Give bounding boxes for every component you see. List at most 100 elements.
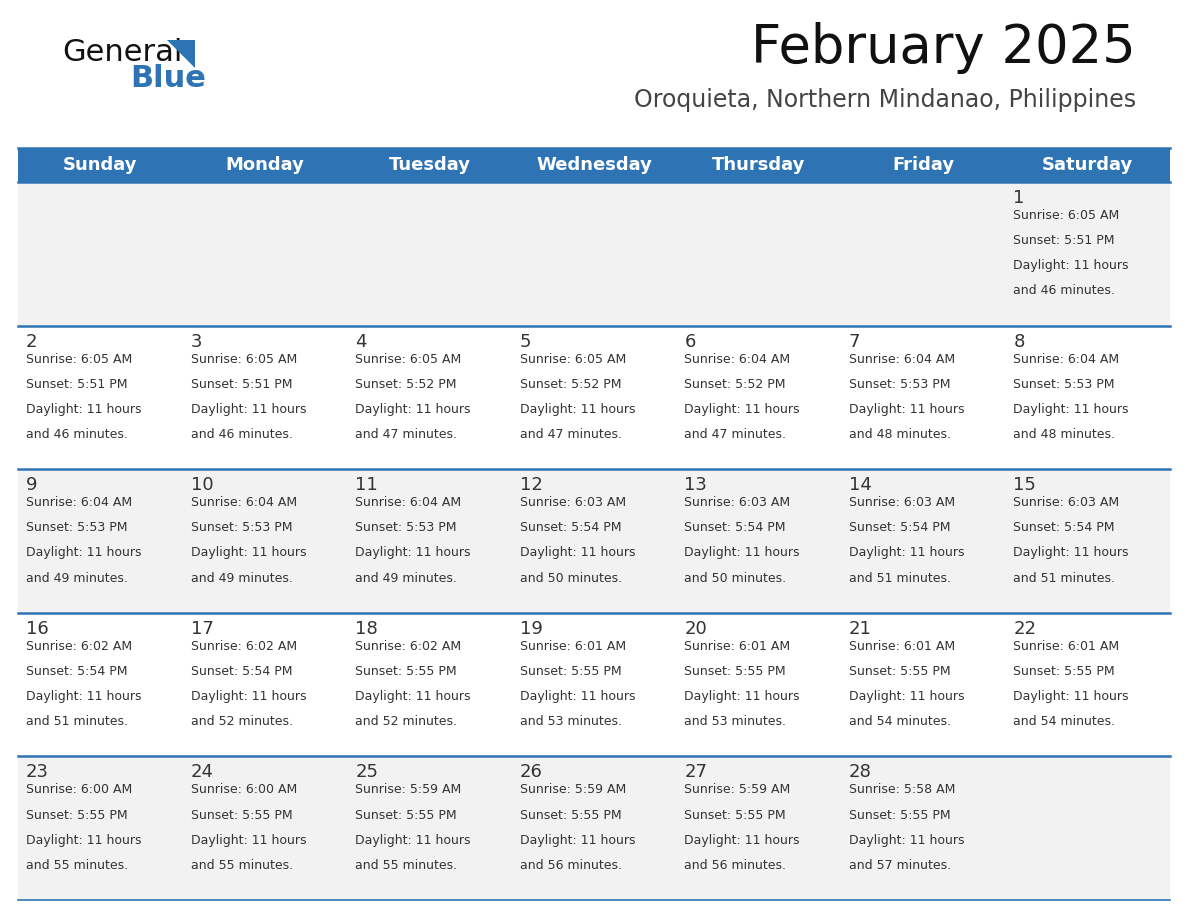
Text: and 46 minutes.: and 46 minutes.	[1013, 285, 1116, 297]
Text: 6: 6	[684, 332, 696, 351]
Text: Daylight: 11 hours: Daylight: 11 hours	[26, 546, 141, 559]
Text: Sunrise: 5:58 AM: Sunrise: 5:58 AM	[849, 783, 955, 797]
Text: Daylight: 11 hours: Daylight: 11 hours	[26, 403, 141, 416]
Text: 2: 2	[26, 332, 38, 351]
Text: Thursday: Thursday	[712, 156, 805, 174]
Text: Sunset: 5:54 PM: Sunset: 5:54 PM	[190, 665, 292, 677]
Text: Sunrise: 6:01 AM: Sunrise: 6:01 AM	[1013, 640, 1119, 653]
Text: Daylight: 11 hours: Daylight: 11 hours	[190, 690, 307, 703]
Text: Sunset: 5:52 PM: Sunset: 5:52 PM	[684, 377, 785, 391]
Text: Sunrise: 5:59 AM: Sunrise: 5:59 AM	[684, 783, 790, 797]
Text: 19: 19	[519, 620, 543, 638]
Text: Sunrise: 6:02 AM: Sunrise: 6:02 AM	[26, 640, 132, 653]
Text: and 47 minutes.: and 47 minutes.	[519, 428, 621, 441]
Text: 11: 11	[355, 476, 378, 494]
Bar	[18, 182, 1170, 326]
Text: and 47 minutes.: and 47 minutes.	[355, 428, 457, 441]
Text: and 50 minutes.: and 50 minutes.	[684, 572, 786, 585]
Text: Sunrise: 6:05 AM: Sunrise: 6:05 AM	[190, 353, 297, 365]
Text: Sunrise: 6:00 AM: Sunrise: 6:00 AM	[190, 783, 297, 797]
Text: and 49 minutes.: and 49 minutes.	[26, 572, 128, 585]
Text: 3: 3	[190, 332, 202, 351]
Text: Sunrise: 6:03 AM: Sunrise: 6:03 AM	[849, 497, 955, 509]
Text: and 47 minutes.: and 47 minutes.	[684, 428, 786, 441]
Text: 4: 4	[355, 332, 367, 351]
Text: Sunset: 5:54 PM: Sunset: 5:54 PM	[26, 665, 127, 677]
Text: and 46 minutes.: and 46 minutes.	[26, 428, 128, 441]
Text: Daylight: 11 hours: Daylight: 11 hours	[1013, 690, 1129, 703]
Text: Monday: Monday	[226, 156, 304, 174]
Text: and 53 minutes.: and 53 minutes.	[519, 715, 621, 728]
Text: Sunset: 5:53 PM: Sunset: 5:53 PM	[1013, 377, 1114, 391]
Text: Sunset: 5:55 PM: Sunset: 5:55 PM	[519, 809, 621, 822]
Text: Saturday: Saturday	[1042, 156, 1133, 174]
Text: Daylight: 11 hours: Daylight: 11 hours	[519, 834, 636, 846]
Text: Sunrise: 6:00 AM: Sunrise: 6:00 AM	[26, 783, 132, 797]
Text: Sunset: 5:53 PM: Sunset: 5:53 PM	[26, 521, 127, 534]
Text: 1: 1	[1013, 189, 1025, 207]
Text: Sunset: 5:53 PM: Sunset: 5:53 PM	[190, 521, 292, 534]
Text: 7: 7	[849, 332, 860, 351]
Text: Sunset: 5:51 PM: Sunset: 5:51 PM	[190, 377, 292, 391]
Text: Sunrise: 6:03 AM: Sunrise: 6:03 AM	[1013, 497, 1119, 509]
Text: Sunrise: 6:04 AM: Sunrise: 6:04 AM	[26, 497, 132, 509]
Text: 21: 21	[849, 620, 872, 638]
Text: Sunrise: 6:04 AM: Sunrise: 6:04 AM	[849, 353, 955, 365]
Text: Daylight: 11 hours: Daylight: 11 hours	[1013, 259, 1129, 273]
Text: Sunrise: 5:59 AM: Sunrise: 5:59 AM	[519, 783, 626, 797]
Text: and 49 minutes.: and 49 minutes.	[190, 572, 292, 585]
Text: General: General	[62, 38, 183, 67]
Text: Sunrise: 6:04 AM: Sunrise: 6:04 AM	[684, 353, 790, 365]
Text: 12: 12	[519, 476, 543, 494]
Text: Daylight: 11 hours: Daylight: 11 hours	[849, 834, 965, 846]
Text: 15: 15	[1013, 476, 1036, 494]
Bar	[18, 613, 1170, 756]
Text: Sunset: 5:53 PM: Sunset: 5:53 PM	[355, 521, 456, 534]
Text: 20: 20	[684, 620, 707, 638]
Text: 27: 27	[684, 764, 707, 781]
Text: Sunset: 5:55 PM: Sunset: 5:55 PM	[849, 809, 950, 822]
Text: and 51 minutes.: and 51 minutes.	[849, 572, 950, 585]
Text: and 46 minutes.: and 46 minutes.	[190, 428, 292, 441]
Text: Oroquieta, Northern Mindanao, Philippines: Oroquieta, Northern Mindanao, Philippine…	[634, 88, 1136, 112]
Text: Daylight: 11 hours: Daylight: 11 hours	[684, 690, 800, 703]
Text: Sunset: 5:54 PM: Sunset: 5:54 PM	[1013, 521, 1114, 534]
Text: Sunrise: 6:05 AM: Sunrise: 6:05 AM	[519, 353, 626, 365]
Text: Daylight: 11 hours: Daylight: 11 hours	[355, 834, 470, 846]
Text: Sunrise: 6:05 AM: Sunrise: 6:05 AM	[1013, 209, 1119, 222]
Text: Sunset: 5:55 PM: Sunset: 5:55 PM	[355, 665, 456, 677]
Text: Sunrise: 6:02 AM: Sunrise: 6:02 AM	[355, 640, 461, 653]
Text: Daylight: 11 hours: Daylight: 11 hours	[684, 403, 800, 416]
Text: Daylight: 11 hours: Daylight: 11 hours	[190, 834, 307, 846]
Text: and 51 minutes.: and 51 minutes.	[1013, 572, 1116, 585]
Text: Sunset: 5:51 PM: Sunset: 5:51 PM	[1013, 234, 1114, 247]
Text: Sunrise: 6:02 AM: Sunrise: 6:02 AM	[190, 640, 297, 653]
Text: Daylight: 11 hours: Daylight: 11 hours	[849, 690, 965, 703]
Text: Daylight: 11 hours: Daylight: 11 hours	[355, 546, 470, 559]
Text: Sunset: 5:54 PM: Sunset: 5:54 PM	[684, 521, 785, 534]
Text: and 54 minutes.: and 54 minutes.	[1013, 715, 1116, 728]
Bar	[18, 756, 1170, 900]
Text: Sunset: 5:55 PM: Sunset: 5:55 PM	[519, 665, 621, 677]
Text: Sunset: 5:54 PM: Sunset: 5:54 PM	[849, 521, 950, 534]
Text: 14: 14	[849, 476, 872, 494]
Text: 26: 26	[519, 764, 543, 781]
Text: and 56 minutes.: and 56 minutes.	[519, 859, 621, 872]
Text: 8: 8	[1013, 332, 1025, 351]
Text: Daylight: 11 hours: Daylight: 11 hours	[519, 403, 636, 416]
Text: and 53 minutes.: and 53 minutes.	[684, 715, 786, 728]
Text: Sunrise: 6:05 AM: Sunrise: 6:05 AM	[26, 353, 132, 365]
Text: and 52 minutes.: and 52 minutes.	[355, 715, 457, 728]
Text: Sunset: 5:55 PM: Sunset: 5:55 PM	[1013, 665, 1116, 677]
Text: Friday: Friday	[892, 156, 954, 174]
Bar	[18, 148, 1170, 182]
Text: 16: 16	[26, 620, 49, 638]
Text: Daylight: 11 hours: Daylight: 11 hours	[1013, 403, 1129, 416]
Polygon shape	[168, 40, 195, 68]
Text: Sunset: 5:55 PM: Sunset: 5:55 PM	[190, 809, 292, 822]
Text: 18: 18	[355, 620, 378, 638]
Text: Sunset: 5:51 PM: Sunset: 5:51 PM	[26, 377, 127, 391]
Text: Sunset: 5:52 PM: Sunset: 5:52 PM	[519, 377, 621, 391]
Text: Daylight: 11 hours: Daylight: 11 hours	[849, 403, 965, 416]
Text: Sunrise: 6:04 AM: Sunrise: 6:04 AM	[355, 497, 461, 509]
